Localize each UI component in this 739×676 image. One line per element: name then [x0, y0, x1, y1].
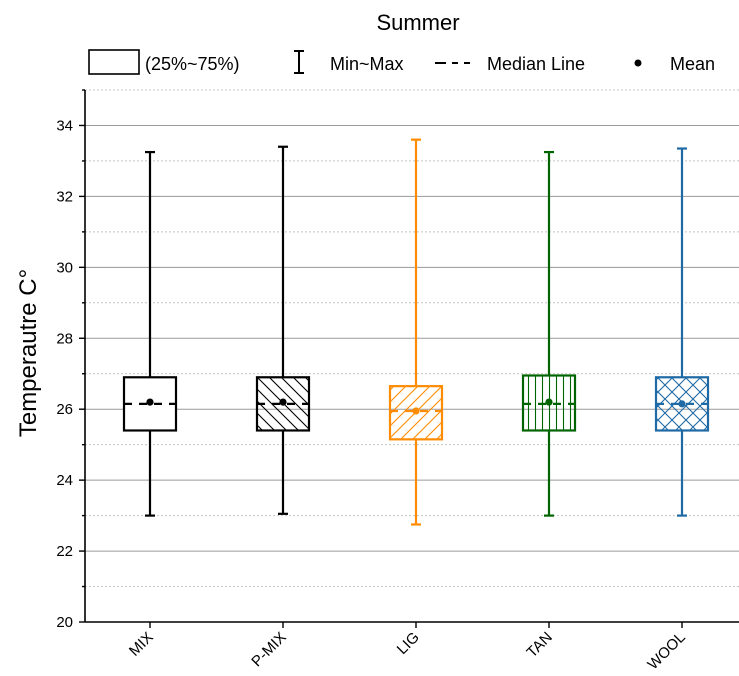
legend-dot-symbol: [634, 59, 642, 67]
legend: (25%~75%) Min~Max Median Line Mean: [88, 49, 715, 75]
legend-label-median: Median Line: [487, 54, 585, 74]
mean-dot: [146, 398, 154, 406]
y-tick-label: 24: [56, 472, 73, 489]
legend-label-box: (25%~75%): [145, 54, 240, 74]
y-tick-label: 20: [56, 614, 73, 631]
legend-whisker-symbol: [294, 50, 304, 74]
box-wool: [654, 147, 710, 517]
x-tick-label: LIG: [394, 629, 423, 658]
legend-box-symbol: [88, 49, 140, 75]
y-tick-label: 26: [56, 401, 73, 418]
x-tick-label: WOOL: [644, 629, 688, 673]
box-mix: [122, 150, 178, 517]
boxes: [122, 138, 710, 526]
x-tick-label: TAN: [523, 629, 555, 661]
x-tick-label: P-MIX: [248, 629, 289, 670]
box-lig: [388, 138, 444, 526]
box-tan: [521, 150, 577, 517]
legend-label-mean: Mean: [670, 54, 715, 74]
mean-dot: [412, 407, 420, 415]
y-tick-label: 30: [56, 259, 73, 276]
grid: [85, 89, 739, 588]
box-p-mix: [255, 145, 311, 515]
y-tick-label: 32: [56, 188, 73, 205]
mean-dot: [545, 398, 553, 406]
y-axis-label: Temperautre C°: [15, 269, 42, 437]
y-tick-label: 34: [56, 117, 73, 134]
mean-dot: [279, 398, 287, 406]
mean-dot: [678, 400, 686, 408]
y-tick-label: 28: [56, 330, 73, 347]
chart-title: Summer: [376, 10, 459, 35]
x-tick-label: MIX: [126, 629, 157, 660]
y-tick-label: 22: [56, 543, 73, 560]
legend-label-whisker: Min~Max: [330, 54, 404, 74]
